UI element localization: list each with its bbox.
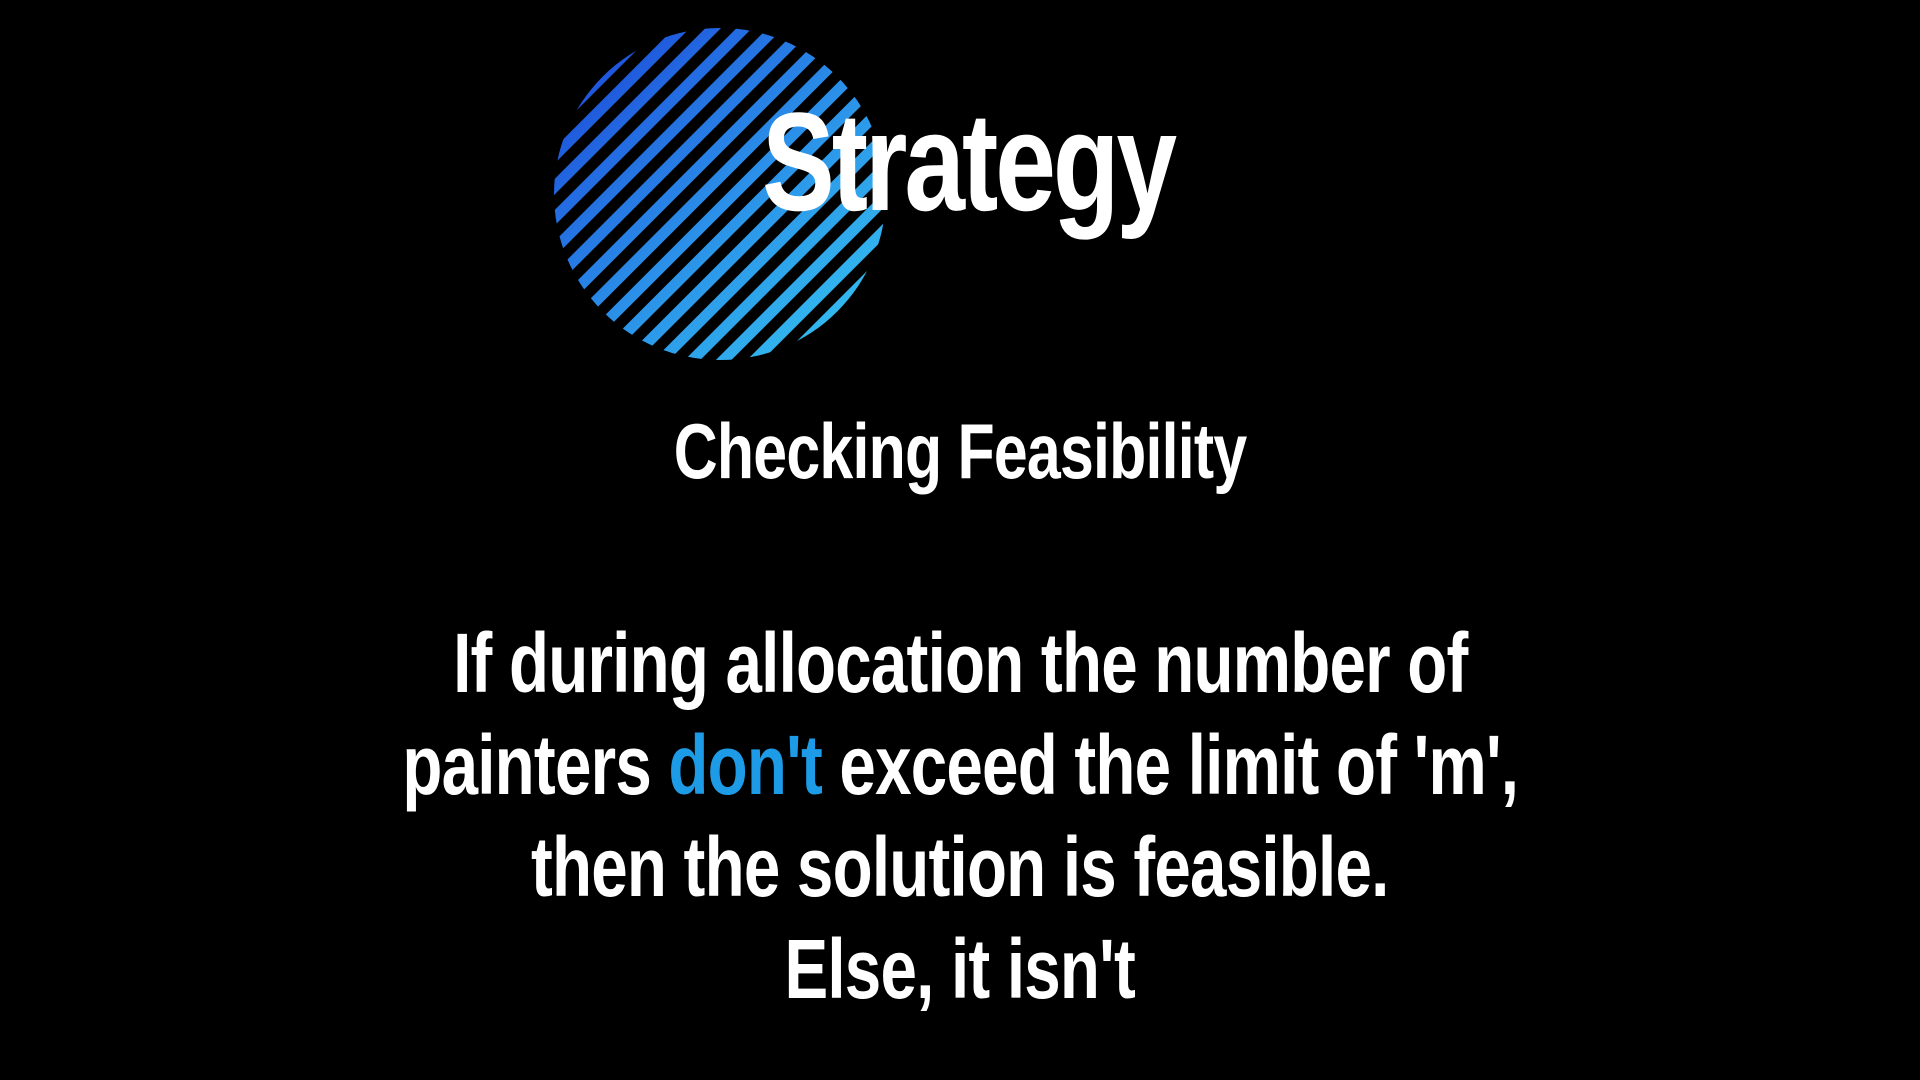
- striped-circle-icon: [554, 28, 886, 360]
- body-line-1-text: If during allocation the number of: [452, 616, 1468, 710]
- body-line-2-text: painters don't exceed the limit of 'm',: [402, 714, 1519, 816]
- slide-subtitle-text: Checking Feasibility: [673, 407, 1247, 495]
- body-line-4-text: Else, it isn't: [784, 922, 1136, 1016]
- slide-title: Strategy: [762, 83, 1177, 240]
- body-line-3: then the solution is feasible.: [0, 816, 1920, 918]
- body-line-2: painters don't exceed the limit of 'm',: [0, 714, 1920, 816]
- slide-subtitle: Checking Feasibility: [0, 412, 1920, 490]
- body-line-2-after: exceed the limit of 'm',: [821, 718, 1519, 812]
- slide-body: If during allocation the number of paint…: [0, 612, 1920, 1020]
- body-line-3-text: then the solution is feasible.: [531, 820, 1389, 914]
- highlighted-word: don't: [668, 718, 822, 812]
- body-line-1: If during allocation the number of: [0, 612, 1920, 714]
- body-line-4: Else, it isn't: [0, 918, 1920, 1020]
- body-line-2-before: painters: [402, 718, 669, 812]
